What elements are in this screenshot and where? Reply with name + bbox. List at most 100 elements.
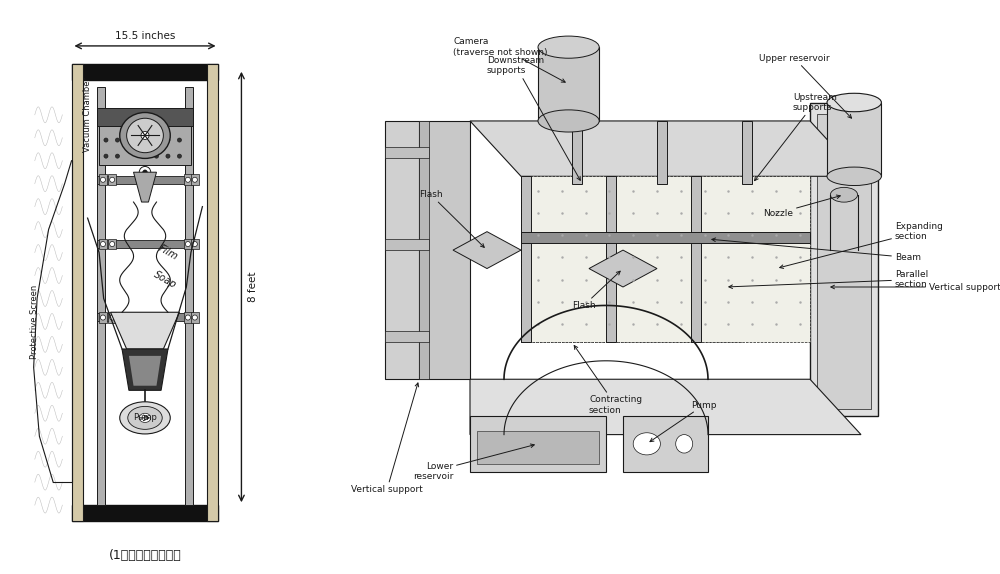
Bar	[184, 174, 192, 185]
Polygon shape	[589, 250, 657, 287]
Text: Downstream
supports: Downstream supports	[487, 56, 580, 180]
Bar	[827, 103, 881, 176]
Bar	[108, 174, 116, 185]
Ellipse shape	[154, 154, 159, 158]
Bar	[99, 126, 191, 165]
Text: Contracting
section: Contracting section	[574, 346, 642, 415]
Text: Beam: Beam	[712, 238, 921, 262]
Ellipse shape	[185, 242, 190, 247]
Ellipse shape	[104, 154, 108, 158]
Bar	[97, 240, 193, 248]
Ellipse shape	[192, 242, 197, 247]
Ellipse shape	[538, 110, 599, 132]
Ellipse shape	[115, 138, 120, 142]
Text: Vacuum Chamber: Vacuum Chamber	[83, 77, 92, 152]
Ellipse shape	[827, 167, 881, 185]
Bar	[606, 176, 616, 342]
Text: Lower
reservoir: Lower reservoir	[413, 444, 534, 481]
Text: Vertical support: Vertical support	[831, 282, 1000, 292]
Bar	[191, 312, 199, 323]
Text: Expanding
section: Expanding section	[780, 222, 943, 269]
Ellipse shape	[166, 138, 170, 142]
Bar	[385, 121, 419, 379]
Text: 15.5 inches: 15.5 inches	[115, 32, 175, 41]
Bar	[184, 239, 192, 249]
Bar	[97, 176, 193, 184]
Text: Upper reservoir: Upper reservoir	[759, 54, 852, 118]
Bar	[99, 174, 107, 185]
Bar	[72, 64, 218, 80]
Ellipse shape	[177, 138, 182, 142]
Ellipse shape	[115, 154, 120, 158]
Ellipse shape	[127, 118, 163, 153]
Bar	[191, 239, 199, 249]
Bar	[521, 232, 810, 243]
Ellipse shape	[192, 315, 197, 320]
Polygon shape	[453, 232, 521, 269]
Bar	[385, 239, 429, 250]
Ellipse shape	[120, 113, 170, 158]
Bar	[97, 313, 193, 321]
Text: Camera
(traverse not shown): Camera (traverse not shown)	[453, 37, 565, 82]
Text: Flash: Flash	[572, 271, 620, 310]
Polygon shape	[134, 172, 156, 202]
Polygon shape	[470, 379, 861, 435]
Bar	[207, 64, 218, 521]
Ellipse shape	[139, 413, 151, 422]
Ellipse shape	[110, 242, 115, 247]
Ellipse shape	[633, 433, 660, 455]
Ellipse shape	[100, 177, 106, 183]
Bar	[185, 87, 193, 505]
Bar	[521, 176, 531, 342]
Bar	[742, 121, 752, 184]
Bar	[538, 47, 599, 121]
Ellipse shape	[104, 138, 108, 142]
Ellipse shape	[830, 187, 858, 202]
Polygon shape	[521, 176, 810, 342]
Bar	[97, 87, 105, 505]
Polygon shape	[419, 121, 470, 379]
Bar	[817, 114, 871, 409]
Text: Pump: Pump	[133, 413, 157, 422]
Text: Vertical support: Vertical support	[351, 383, 423, 494]
Bar	[385, 331, 429, 342]
Ellipse shape	[100, 242, 106, 247]
Text: Flash: Flash	[419, 190, 484, 247]
Ellipse shape	[110, 315, 115, 320]
Text: 8 feet: 8 feet	[248, 272, 258, 302]
Polygon shape	[122, 349, 168, 390]
Text: Protective Screen: Protective Screen	[30, 284, 39, 359]
Ellipse shape	[139, 166, 151, 178]
Bar	[99, 312, 107, 323]
Bar	[691, 176, 701, 342]
Bar	[572, 121, 582, 184]
Text: Film: Film	[156, 243, 179, 262]
Bar	[72, 505, 218, 521]
Bar	[184, 312, 192, 323]
Bar	[99, 239, 107, 249]
Text: Parallel
section: Parallel section	[729, 270, 928, 289]
Ellipse shape	[192, 177, 197, 183]
Bar	[470, 416, 606, 471]
Bar	[419, 121, 429, 379]
Bar	[97, 108, 193, 126]
Bar	[623, 416, 708, 471]
Text: Upstream
supports: Upstream supports	[755, 93, 837, 181]
Bar	[72, 64, 83, 521]
Polygon shape	[129, 356, 161, 386]
Bar	[191, 174, 199, 185]
Bar	[477, 431, 599, 464]
Bar	[108, 239, 116, 249]
Ellipse shape	[538, 36, 599, 58]
Bar	[385, 147, 429, 158]
Bar	[810, 103, 878, 416]
Ellipse shape	[110, 177, 115, 183]
Ellipse shape	[185, 177, 190, 183]
Ellipse shape	[100, 315, 106, 320]
Text: Soap: Soap	[152, 270, 178, 290]
Ellipse shape	[120, 402, 170, 434]
Ellipse shape	[143, 170, 147, 174]
Ellipse shape	[177, 154, 182, 158]
Text: Nozzle: Nozzle	[763, 195, 840, 218]
Bar	[108, 312, 116, 323]
